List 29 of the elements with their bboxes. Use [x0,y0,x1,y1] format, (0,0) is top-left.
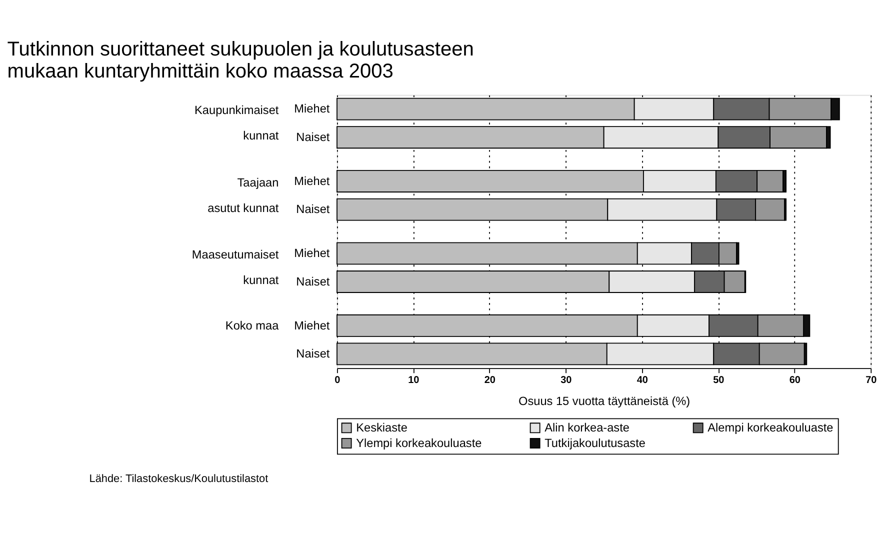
y-tick-label: Naiset [296,130,330,144]
legend-label: Alin korkea-aste [544,420,630,435]
legend-label: Keskiaste [356,420,408,435]
x-tick-label: 30 [560,375,572,386]
y-tick-label: Miehet [294,318,330,332]
x-tick-label: 50 [713,375,725,386]
legend-label: Ylempi korkeakouluaste [356,436,482,450]
y-tick-label: Naiset [296,346,330,361]
text: Maaseutumaiset kunnat [192,248,280,287]
y-tick-label: Naiset [296,202,330,216]
text: Kaupunkimaiset kunnat [194,103,280,143]
y-tick-label: Miehet [294,174,330,188]
y-tick-label: Miehet [294,102,330,116]
x-axis-title: Osuus 15 vuotta täyttäneistä (%) [518,394,690,408]
y-tick-label: Miehet [294,246,330,260]
legend-label: Alempi korkeakouluaste [708,420,834,435]
x-tick-label: 40 [636,375,648,386]
text: Lähde: Tilastokeskus/Koulutustilastot [89,472,268,485]
text: Tutkinnon suorittaneet sukupuolen ja koulutusasteen [7,38,474,61]
legend-label: Tutkijakoulutusaste [544,436,646,450]
text: Taajaan asutut kunnat [208,175,280,215]
text: mukaan kuntaryhmittäin koko maassa 2003 [7,60,394,83]
x-tick-label: 70 [866,375,878,386]
y-tick-label: Naiset [296,274,330,288]
x-tick-label: 0 [334,375,341,386]
x-tick-label: 20 [484,375,496,386]
text: Koko maa [225,318,280,332]
x-tick-label: 10 [408,375,420,386]
x-tick-label: 60 [789,375,801,386]
